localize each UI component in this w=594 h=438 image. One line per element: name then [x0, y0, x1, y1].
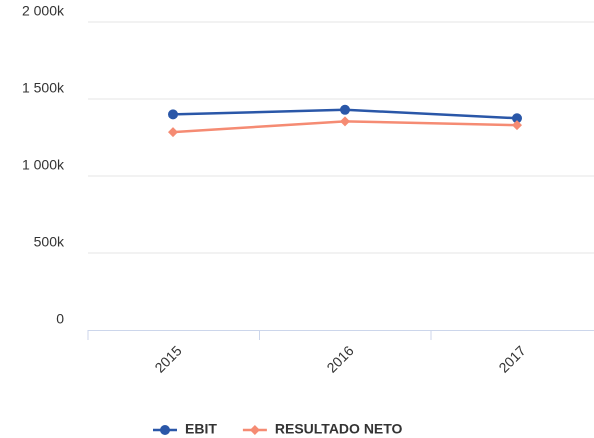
- x-tick-label: 2015: [151, 342, 184, 375]
- x-tick-label: 2017: [495, 342, 528, 375]
- legend-label: EBIT: [185, 421, 217, 437]
- point: [168, 109, 178, 120]
- point: [168, 127, 178, 138]
- y-tick-label: 1 500k: [22, 80, 65, 96]
- y-tick-label: 2 000k: [22, 3, 65, 19]
- y-tick-label: 500k: [34, 234, 65, 250]
- y-tick-label: 0: [56, 311, 64, 327]
- point: [340, 104, 350, 115]
- y-tick-label: 1 000k: [22, 157, 65, 173]
- point: [340, 116, 350, 127]
- x-tick-label: 2016: [323, 342, 356, 375]
- point: [512, 113, 522, 124]
- point: [512, 120, 522, 131]
- legend: EBIT RESULTADO NETO: [153, 421, 403, 437]
- legend-label: RESULTADO NETO: [275, 421, 403, 437]
- legend-marker: [160, 425, 170, 435]
- legend-marker: [249, 425, 260, 435]
